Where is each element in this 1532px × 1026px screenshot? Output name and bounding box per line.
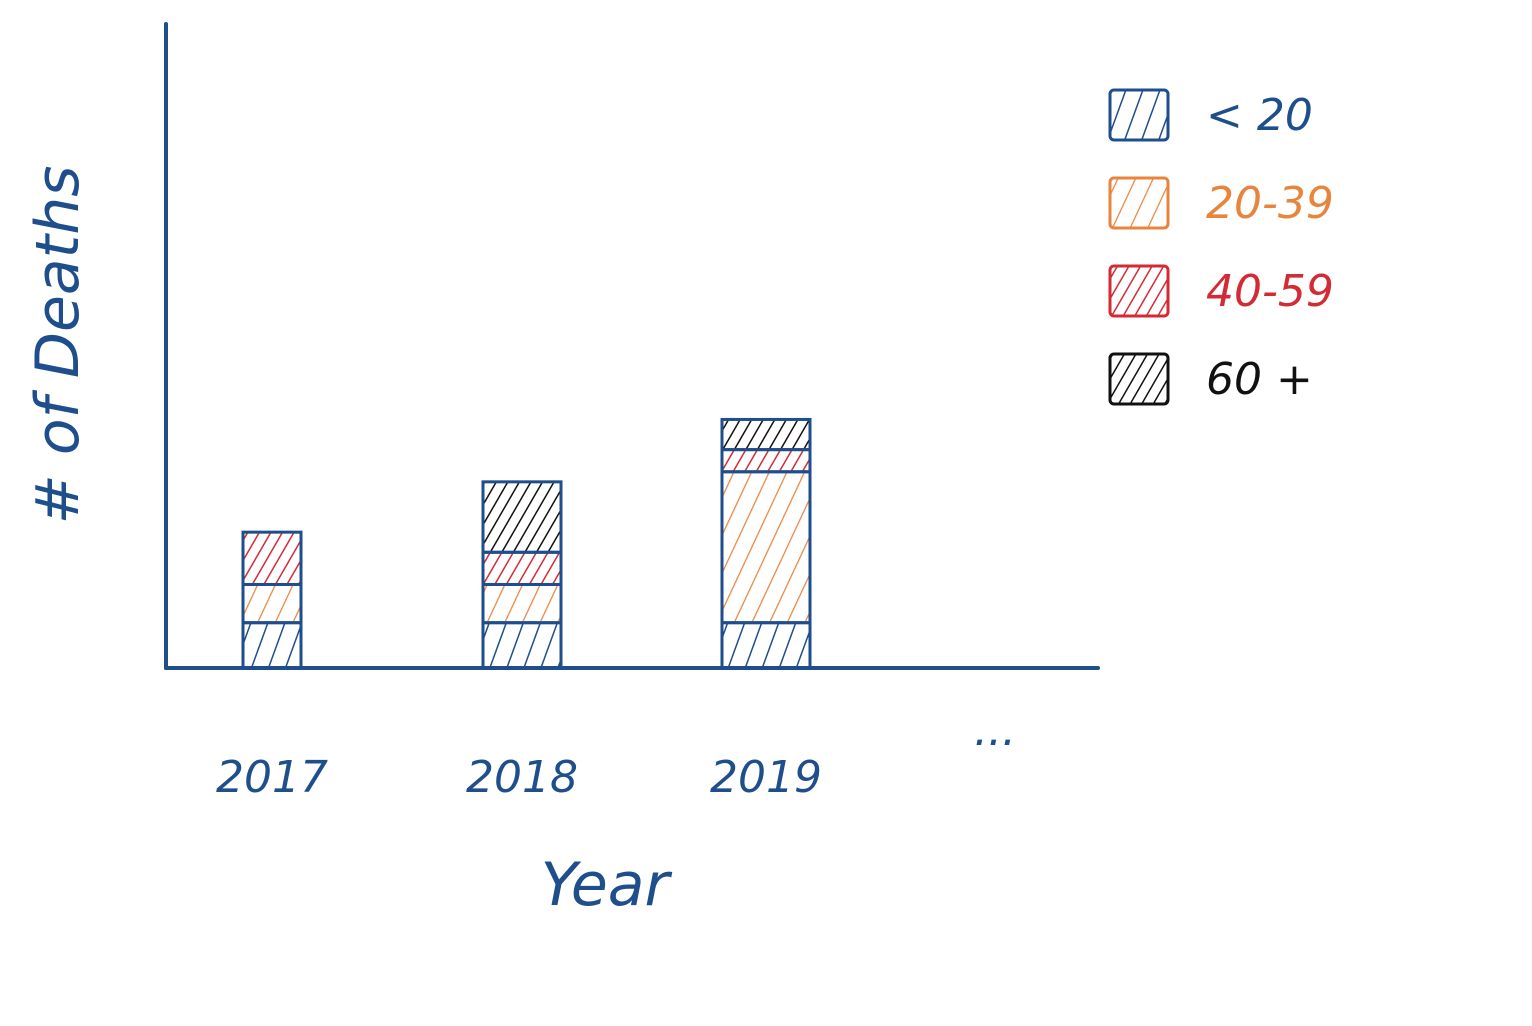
legend-swatch <box>1108 264 1170 318</box>
bar-2017-2 <box>241 530 303 586</box>
legend-label: 20-39 <box>1206 178 1334 229</box>
bar-2017-0 <box>241 621 303 670</box>
bar-2019-2 <box>720 448 812 474</box>
bar-2017-1 <box>241 582 303 625</box>
x-tick-label: 2018 <box>466 752 578 803</box>
bar-2018-1 <box>481 582 563 625</box>
bars-group <box>241 417 812 670</box>
x-tick-label: 2019 <box>710 752 822 803</box>
legend-swatch <box>1108 352 1170 406</box>
legend-label: < 20 <box>1206 90 1313 141</box>
bar-2018-2 <box>481 550 563 586</box>
legend-label: 40-59 <box>1206 266 1334 317</box>
bar-2019-3 <box>720 417 812 452</box>
bar-2019-0 <box>720 621 812 670</box>
x-axis-title: Year <box>541 850 673 920</box>
bar-2018-3 <box>481 480 563 554</box>
y-axis-title: # of Deaths <box>23 166 93 525</box>
legend: < 20 20-39 40-59 60 + <box>1108 88 1334 406</box>
legend-swatch <box>1108 88 1170 142</box>
x-tick-label: 2017 <box>216 752 328 803</box>
legend-label: 60 + <box>1206 354 1313 405</box>
bar-2018-0 <box>481 621 563 670</box>
bar-2019-1 <box>720 470 812 625</box>
x-tick-labels: 2017 2018 2019... <box>216 705 1016 803</box>
legend-swatch <box>1108 176 1170 230</box>
x-tick-label: ... <box>974 705 1016 756</box>
